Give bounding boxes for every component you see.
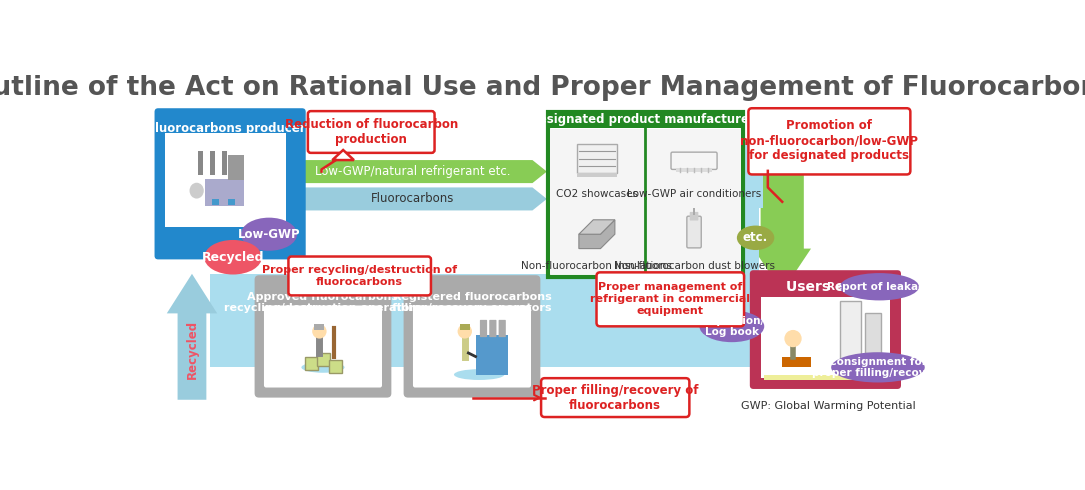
Polygon shape [782, 357, 810, 368]
Polygon shape [167, 274, 217, 400]
FancyBboxPatch shape [719, 142, 759, 358]
FancyBboxPatch shape [541, 378, 689, 417]
FancyBboxPatch shape [647, 199, 741, 274]
Ellipse shape [700, 311, 764, 342]
FancyBboxPatch shape [865, 314, 881, 353]
Polygon shape [299, 160, 547, 183]
FancyBboxPatch shape [840, 301, 861, 362]
Polygon shape [753, 128, 810, 292]
Polygon shape [299, 187, 547, 210]
Text: Proper filling/recovery of
fluorocarbons: Proper filling/recovery of fluorocarbons [532, 384, 699, 412]
FancyBboxPatch shape [577, 173, 617, 177]
FancyBboxPatch shape [690, 212, 699, 220]
Ellipse shape [241, 218, 297, 251]
FancyBboxPatch shape [404, 275, 540, 397]
FancyBboxPatch shape [315, 324, 324, 330]
Text: Proper management of
refrigerant in commercial
equipment: Proper management of refrigerant in comm… [590, 282, 750, 316]
Text: Designated product manufacturers: Designated product manufacturers [529, 113, 762, 126]
Ellipse shape [302, 362, 345, 373]
Text: CO2 showcases: CO2 showcases [556, 189, 638, 198]
FancyBboxPatch shape [742, 172, 763, 208]
Text: Consignment for
proper filling/recovery: Consignment for proper filling/recovery [812, 357, 944, 378]
FancyBboxPatch shape [210, 151, 215, 175]
Text: Approved fluorocarbons
recycling/destruction operators: Approved fluorocarbons recycling/destruc… [225, 292, 422, 314]
Circle shape [458, 324, 472, 339]
Text: Low-GWP: Low-GWP [238, 228, 301, 241]
FancyBboxPatch shape [460, 324, 470, 330]
Text: Recycled: Recycled [186, 320, 199, 379]
FancyBboxPatch shape [761, 297, 890, 378]
FancyBboxPatch shape [329, 360, 342, 373]
Ellipse shape [831, 352, 924, 383]
Polygon shape [332, 150, 354, 160]
FancyBboxPatch shape [213, 198, 219, 205]
FancyBboxPatch shape [480, 320, 487, 337]
Text: Outline of the Act on Rational Use and Proper Management of Fluorocarbons: Outline of the Act on Rational Use and P… [0, 75, 1085, 101]
Text: GWP: Global Warming Potential: GWP: Global Warming Potential [741, 401, 916, 411]
FancyBboxPatch shape [305, 357, 318, 369]
Text: Report of leakage: Report of leakage [827, 282, 932, 292]
FancyBboxPatch shape [597, 272, 744, 326]
Text: Users etc.: Users etc. [787, 280, 865, 294]
FancyBboxPatch shape [475, 335, 508, 374]
Text: etc.: etc. [743, 231, 768, 245]
Text: Promotion of
non-fluorocarbon/low-GWP
for designated products: Promotion of non-fluorocarbon/low-GWP fo… [740, 119, 918, 162]
FancyBboxPatch shape [308, 111, 435, 153]
Ellipse shape [190, 183, 204, 198]
FancyBboxPatch shape [165, 133, 286, 227]
FancyBboxPatch shape [154, 108, 306, 259]
Text: Non-fluorocarbon insulations: Non-fluorocarbon insulations [522, 261, 673, 271]
FancyBboxPatch shape [577, 144, 617, 173]
FancyBboxPatch shape [749, 108, 910, 174]
Polygon shape [764, 374, 886, 380]
FancyBboxPatch shape [687, 216, 701, 248]
Text: Fluorocarbons producers: Fluorocarbons producers [148, 122, 312, 135]
FancyBboxPatch shape [222, 151, 227, 175]
FancyBboxPatch shape [413, 305, 531, 388]
FancyBboxPatch shape [550, 129, 644, 199]
FancyBboxPatch shape [199, 151, 203, 175]
Text: Proper recycling/destruction of
fluorocarbons: Proper recycling/destruction of fluoroca… [263, 265, 457, 287]
FancyBboxPatch shape [647, 129, 741, 199]
Text: Reduction of fluorocarbon
production: Reduction of fluorocarbon production [284, 118, 458, 146]
Text: Inspection/
Log book: Inspection/ Log book [699, 316, 765, 337]
Text: Recycled: Recycled [202, 251, 265, 264]
FancyBboxPatch shape [548, 112, 742, 277]
FancyBboxPatch shape [205, 179, 244, 206]
FancyBboxPatch shape [317, 353, 330, 366]
FancyBboxPatch shape [228, 198, 234, 205]
Ellipse shape [454, 369, 505, 380]
Ellipse shape [840, 273, 919, 300]
FancyBboxPatch shape [489, 320, 497, 337]
Text: Registered fluorocarbons
filling/recovery operators: Registered fluorocarbons filling/recover… [393, 292, 552, 314]
FancyBboxPatch shape [255, 275, 392, 397]
FancyBboxPatch shape [750, 270, 901, 389]
FancyBboxPatch shape [671, 152, 717, 170]
FancyBboxPatch shape [692, 208, 695, 215]
Text: Low-GWP/natural refrigerant etc.: Low-GWP/natural refrigerant etc. [315, 165, 510, 178]
FancyBboxPatch shape [210, 274, 801, 368]
FancyBboxPatch shape [264, 305, 382, 388]
Text: Non-fluorocarbon dust blowers: Non-fluorocarbon dust blowers [613, 261, 775, 271]
FancyBboxPatch shape [550, 199, 644, 274]
Ellipse shape [737, 225, 775, 250]
Polygon shape [579, 220, 615, 234]
FancyBboxPatch shape [676, 168, 712, 172]
FancyBboxPatch shape [499, 320, 506, 337]
FancyBboxPatch shape [289, 257, 431, 295]
Text: Fluorocarbons: Fluorocarbons [371, 193, 455, 205]
Circle shape [784, 330, 802, 347]
FancyBboxPatch shape [548, 112, 742, 128]
Text: Low-GWP air conditioners: Low-GWP air conditioners [627, 189, 762, 198]
FancyBboxPatch shape [228, 155, 244, 180]
Polygon shape [579, 220, 615, 248]
Ellipse shape [204, 240, 261, 274]
Circle shape [312, 324, 327, 339]
